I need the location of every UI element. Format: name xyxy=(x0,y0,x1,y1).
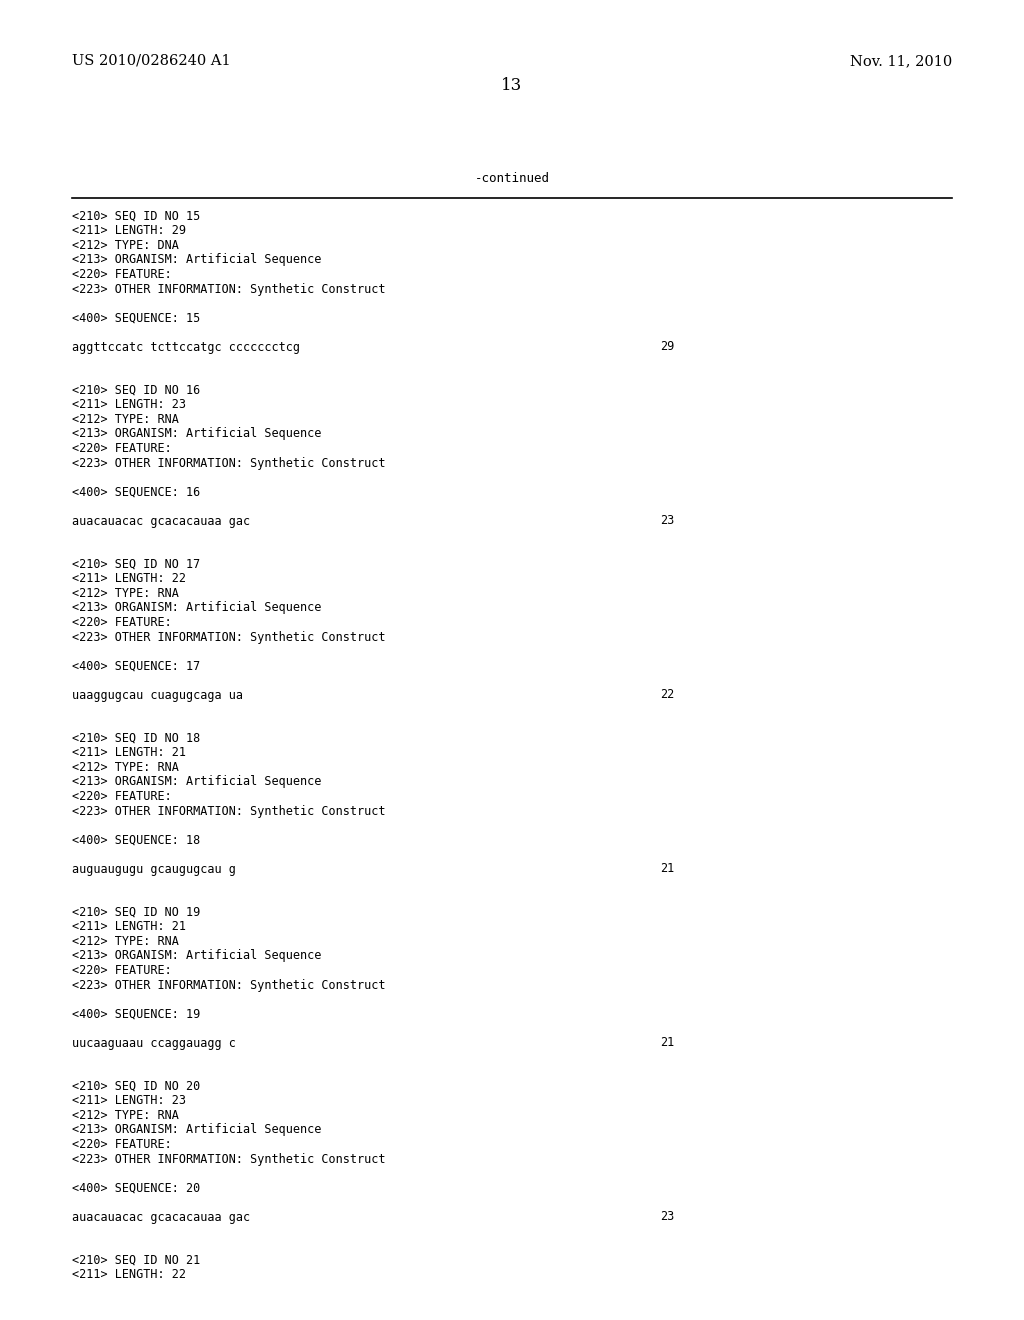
Text: <211> LENGTH: 21: <211> LENGTH: 21 xyxy=(72,920,186,933)
Text: <223> OTHER INFORMATION: Synthetic Construct: <223> OTHER INFORMATION: Synthetic Const… xyxy=(72,978,385,991)
Text: <400> SEQUENCE: 16: <400> SEQUENCE: 16 xyxy=(72,486,201,499)
Text: <220> FEATURE:: <220> FEATURE: xyxy=(72,268,172,281)
Text: <400> SEQUENCE: 17: <400> SEQUENCE: 17 xyxy=(72,660,201,672)
Text: <212> TYPE: RNA: <212> TYPE: RNA xyxy=(72,935,179,948)
Text: aggttccatc tcttccatgc ccccccctcg: aggttccatc tcttccatgc ccccccctcg xyxy=(72,341,300,354)
Text: <223> OTHER INFORMATION: Synthetic Construct: <223> OTHER INFORMATION: Synthetic Const… xyxy=(72,282,385,296)
Text: 23: 23 xyxy=(660,515,674,528)
Text: auacauacac gcacacauaa gac: auacauacac gcacacauaa gac xyxy=(72,515,250,528)
Text: <223> OTHER INFORMATION: Synthetic Construct: <223> OTHER INFORMATION: Synthetic Const… xyxy=(72,1152,385,1166)
Text: <210> SEQ ID NO 20: <210> SEQ ID NO 20 xyxy=(72,1080,201,1093)
Text: <223> OTHER INFORMATION: Synthetic Construct: <223> OTHER INFORMATION: Synthetic Const… xyxy=(72,804,385,817)
Text: Nov. 11, 2010: Nov. 11, 2010 xyxy=(850,54,952,69)
Text: <220> FEATURE:: <220> FEATURE: xyxy=(72,964,172,977)
Text: <212> TYPE: RNA: <212> TYPE: RNA xyxy=(72,413,179,426)
Text: <210> SEQ ID NO 21: <210> SEQ ID NO 21 xyxy=(72,1254,201,1267)
Text: <210> SEQ ID NO 15: <210> SEQ ID NO 15 xyxy=(72,210,201,223)
Text: <211> LENGTH: 22: <211> LENGTH: 22 xyxy=(72,573,186,586)
Text: <211> LENGTH: 23: <211> LENGTH: 23 xyxy=(72,1094,186,1107)
Text: <220> FEATURE:: <220> FEATURE: xyxy=(72,442,172,455)
Text: <220> FEATURE:: <220> FEATURE: xyxy=(72,1138,172,1151)
Text: <400> SEQUENCE: 19: <400> SEQUENCE: 19 xyxy=(72,1007,201,1020)
Text: <211> LENGTH: 29: <211> LENGTH: 29 xyxy=(72,224,186,238)
Text: <213> ORGANISM: Artificial Sequence: <213> ORGANISM: Artificial Sequence xyxy=(72,428,322,441)
Text: <400> SEQUENCE: 18: <400> SEQUENCE: 18 xyxy=(72,833,201,846)
Text: <210> SEQ ID NO 16: <210> SEQ ID NO 16 xyxy=(72,384,201,397)
Text: 22: 22 xyxy=(660,689,674,701)
Text: auacauacac gcacacauaa gac: auacauacac gcacacauaa gac xyxy=(72,1210,250,1224)
Text: <211> LENGTH: 21: <211> LENGTH: 21 xyxy=(72,747,186,759)
Text: <400> SEQUENCE: 15: <400> SEQUENCE: 15 xyxy=(72,312,201,325)
Text: 23: 23 xyxy=(660,1210,674,1224)
Text: <213> ORGANISM: Artificial Sequence: <213> ORGANISM: Artificial Sequence xyxy=(72,1123,322,1137)
Text: <220> FEATURE:: <220> FEATURE: xyxy=(72,789,172,803)
Text: <210> SEQ ID NO 18: <210> SEQ ID NO 18 xyxy=(72,733,201,744)
Text: 13: 13 xyxy=(502,77,522,94)
Text: <213> ORGANISM: Artificial Sequence: <213> ORGANISM: Artificial Sequence xyxy=(72,253,322,267)
Text: -continued: -continued xyxy=(474,172,550,185)
Text: <210> SEQ ID NO 19: <210> SEQ ID NO 19 xyxy=(72,906,201,919)
Text: 29: 29 xyxy=(660,341,674,354)
Text: <223> OTHER INFORMATION: Synthetic Construct: <223> OTHER INFORMATION: Synthetic Const… xyxy=(72,631,385,644)
Text: <212> TYPE: RNA: <212> TYPE: RNA xyxy=(72,762,179,774)
Text: <212> TYPE: RNA: <212> TYPE: RNA xyxy=(72,587,179,601)
Text: <211> LENGTH: 23: <211> LENGTH: 23 xyxy=(72,399,186,412)
Text: <213> ORGANISM: Artificial Sequence: <213> ORGANISM: Artificial Sequence xyxy=(72,776,322,788)
Text: <223> OTHER INFORMATION: Synthetic Construct: <223> OTHER INFORMATION: Synthetic Const… xyxy=(72,457,385,470)
Text: <220> FEATURE:: <220> FEATURE: xyxy=(72,616,172,630)
Text: 21: 21 xyxy=(660,862,674,875)
Text: <213> ORGANISM: Artificial Sequence: <213> ORGANISM: Artificial Sequence xyxy=(72,949,322,962)
Text: uucaaguaau ccaggauagg c: uucaaguaau ccaggauagg c xyxy=(72,1036,236,1049)
Text: auguaugugu gcaugugcau g: auguaugugu gcaugugcau g xyxy=(72,862,236,875)
Text: US 2010/0286240 A1: US 2010/0286240 A1 xyxy=(72,54,230,69)
Text: <212> TYPE: DNA: <212> TYPE: DNA xyxy=(72,239,179,252)
Text: uaaggugcau cuagugcaga ua: uaaggugcau cuagugcaga ua xyxy=(72,689,243,701)
Text: <210> SEQ ID NO 17: <210> SEQ ID NO 17 xyxy=(72,558,201,572)
Text: 21: 21 xyxy=(660,1036,674,1049)
Text: <211> LENGTH: 22: <211> LENGTH: 22 xyxy=(72,1269,186,1282)
Text: <213> ORGANISM: Artificial Sequence: <213> ORGANISM: Artificial Sequence xyxy=(72,602,322,615)
Text: <400> SEQUENCE: 20: <400> SEQUENCE: 20 xyxy=(72,1181,201,1195)
Text: <212> TYPE: RNA: <212> TYPE: RNA xyxy=(72,1109,179,1122)
